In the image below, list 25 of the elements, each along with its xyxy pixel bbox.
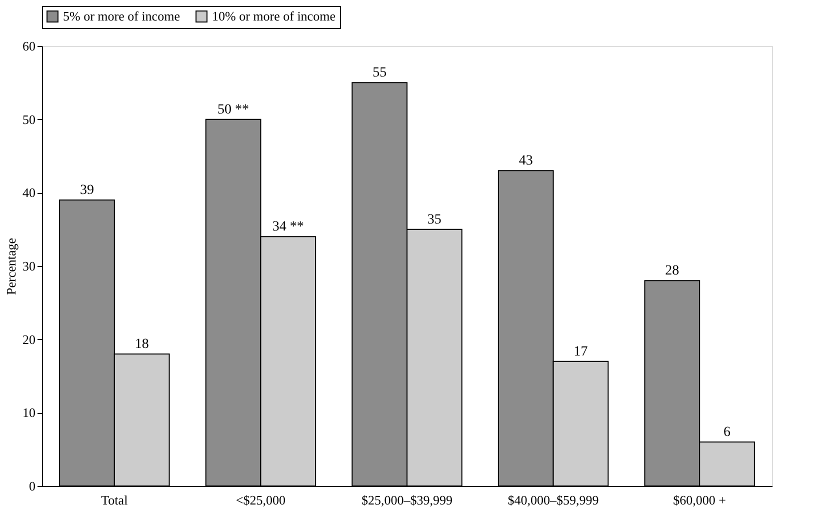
y-tick-label: 40 [22, 185, 36, 200]
legend-label: 5% or more of income [63, 8, 180, 24]
x-tick-label: $25,000–$39,999 [362, 492, 452, 508]
data-label: 50 ** [218, 102, 250, 118]
y-tick-label: 10 [22, 405, 36, 420]
data-label: 35 [427, 212, 442, 228]
x-tick-label: <$25,000 [236, 492, 286, 508]
y-tick-label: 20 [22, 332, 36, 347]
y-tick-label: 0 [29, 478, 36, 494]
y-tick-label: 30 [22, 258, 36, 274]
y-tick-label: 50 [22, 112, 36, 127]
x-tick-label: $40,000–$59,999 [508, 492, 599, 508]
data-label: 18 [134, 337, 149, 352]
legend-label: 10% or more of income [212, 8, 336, 24]
data-label: 39 [80, 183, 94, 198]
data-label: 28 [665, 264, 680, 279]
x-tick-label: Total [101, 492, 128, 508]
data-label: 34 ** [272, 220, 304, 235]
data-label: 17 [574, 344, 588, 360]
data-label: 6 [724, 425, 731, 440]
data-label: 55 [372, 66, 387, 81]
data-label: 43 [518, 154, 533, 169]
x-tick-label: $60,000 + [673, 492, 726, 508]
y-axis-title: Percentage [4, 238, 18, 296]
y-tick-label: 60 [22, 38, 36, 54]
